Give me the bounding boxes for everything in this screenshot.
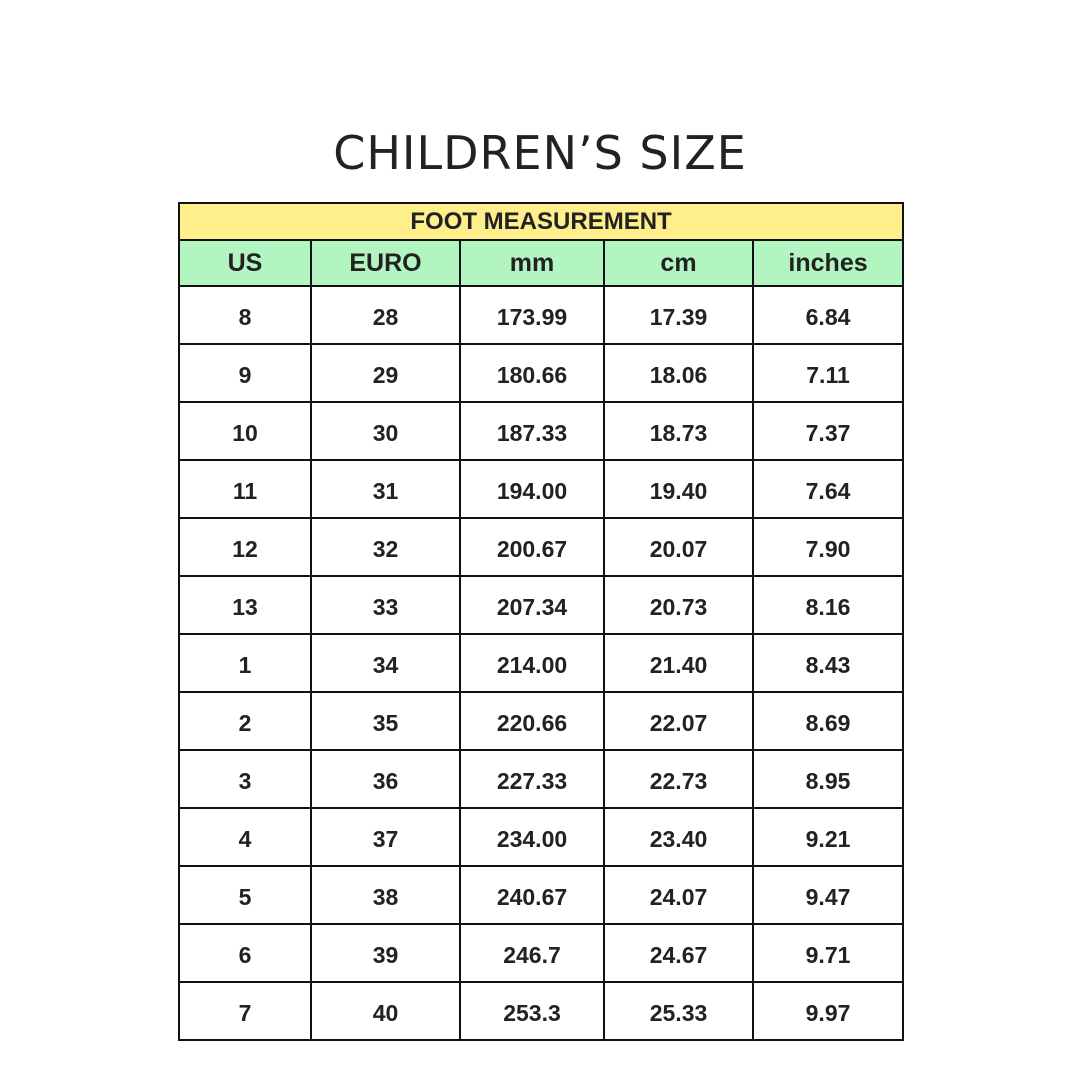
table-cell: 7.37 [751,401,905,461]
table-row: 10 30 187.33 18.73 7.37 [178,401,905,461]
table-cell: 7.64 [751,459,905,519]
table-row: 4 37 234.00 23.40 9.21 [178,807,905,867]
column-header: mm [459,239,605,287]
table-cell: 180.66 [459,343,605,403]
table-cell: 8 [178,285,312,345]
table-cell: 13 [178,575,312,635]
table-cell: 6.84 [751,285,905,345]
table-cell: 25.33 [603,981,754,1041]
table-cell: 24.67 [603,923,754,983]
table-cell: 7.11 [751,343,905,403]
table-cell: 246.7 [459,923,605,983]
table-cell: 10 [178,401,312,461]
table-cell: 227.33 [459,749,605,809]
table-cell: 28 [310,285,461,345]
size-chart-table: FOOT MEASUREMENT US EURO mm cm inches 8 28 173… [177,202,905,1041]
table-cell: 9 [178,343,312,403]
table-row: 5 38 240.67 24.07 9.47 [178,865,905,925]
table-cell: 8.95 [751,749,905,809]
table-cell: 9.21 [751,807,905,867]
table-cell: 33 [310,575,461,635]
table-cell: 38 [310,865,461,925]
table-cell: 37 [310,807,461,867]
table-cell: 40 [310,981,461,1041]
table-cell: 36 [310,749,461,809]
table-cell: 30 [310,401,461,461]
table-row: 3 36 227.33 22.73 8.95 [178,749,905,809]
page-title: CHILDREN’S SIZE [333,125,747,180]
table-cell: 17.39 [603,285,754,345]
table-cell: 20.73 [603,575,754,635]
table-cell: 3 [178,749,312,809]
table-cell: 39 [310,923,461,983]
table-cell: 173.99 [459,285,605,345]
table-cell: 5 [178,865,312,925]
table-cell: 22.07 [603,691,754,751]
table-cell: 20.07 [603,517,754,577]
table-cell: 6 [178,923,312,983]
table-cell: 8.69 [751,691,905,751]
table-cell: 29 [310,343,461,403]
table-row: 6 39 246.7 24.67 9.71 [178,923,905,983]
group-header: FOOT MEASUREMENT [177,202,905,241]
table-cell: 35 [310,691,461,751]
table-cell: 2 [178,691,312,751]
table-row: 13 33 207.34 20.73 8.16 [178,575,905,635]
table-cell: 194.00 [459,459,605,519]
table-cell: 32 [310,517,461,577]
table-cell: 31 [310,459,461,519]
table-cell: 240.67 [459,865,605,925]
column-header: US [178,239,312,287]
table-cell: 214.00 [459,633,605,693]
table-cell: 9.47 [751,865,905,925]
table-cell: 23.40 [603,807,754,867]
table-cell: 18.06 [603,343,754,403]
table-cell: 8.43 [751,633,905,693]
column-header: cm [603,239,754,287]
table-cell: 24.07 [603,865,754,925]
table-row: 7 40 253.3 25.33 9.97 [178,981,905,1041]
table-cell: 4 [178,807,312,867]
table-row: 9 29 180.66 18.06 7.11 [178,343,905,403]
table-row: 8 28 173.99 17.39 6.84 [178,285,905,345]
table-cell: 7.90 [751,517,905,577]
table-cell: 34 [310,633,461,693]
column-header: EURO [310,239,461,287]
table-cell: 9.97 [751,981,905,1041]
table-cell: 8.16 [751,575,905,635]
table-cell: 11 [178,459,312,519]
table-row: 2 35 220.66 22.07 8.69 [178,691,905,751]
table-cell: 1 [178,633,312,693]
table-cell: 22.73 [603,749,754,809]
table-cell: 200.67 [459,517,605,577]
table-row: 1 34 214.00 21.40 8.43 [178,633,905,693]
table-cell: 220.66 [459,691,605,751]
table-cell: 18.73 [603,401,754,461]
table-cell: 253.3 [459,981,605,1041]
table-row: 12 32 200.67 20.07 7.90 [178,517,905,577]
table-cell: 7 [178,981,312,1041]
table-cell: 19.40 [603,459,754,519]
table-cell: 21.40 [603,633,754,693]
column-header: inches [751,239,905,287]
table-cell: 234.00 [459,807,605,867]
table-cell: 187.33 [459,401,605,461]
table-row: 11 31 194.00 19.40 7.64 [178,459,905,519]
table-cell: 207.34 [459,575,605,635]
table-cell: 9.71 [751,923,905,983]
table-cell: 12 [178,517,312,577]
